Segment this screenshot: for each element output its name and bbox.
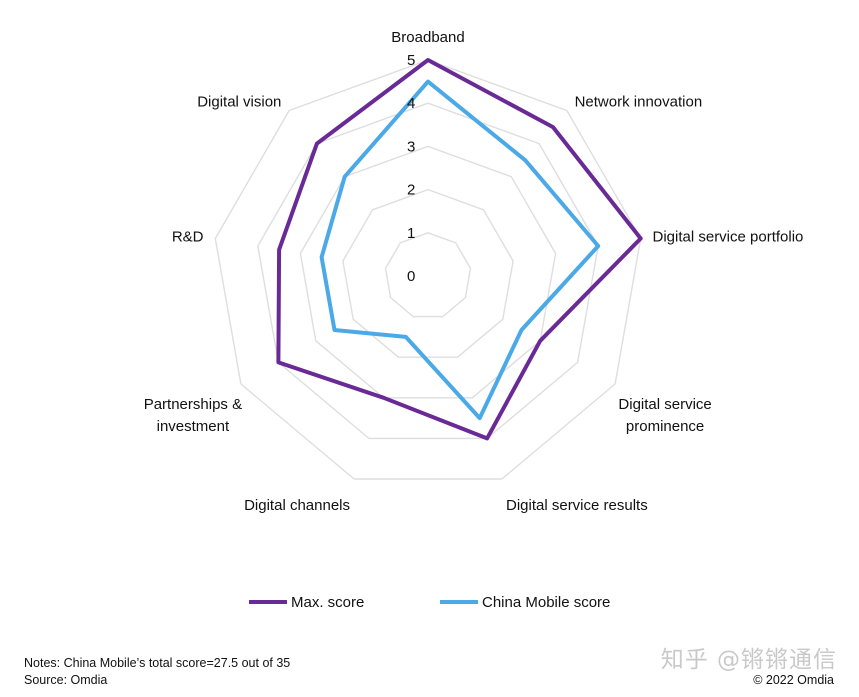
- grid-ring-4: [257, 102, 599, 440]
- grid-ring-3: [299, 145, 557, 399]
- category-label-partnerships-and-investment: Partnerships & investment: [144, 396, 242, 435]
- radar-series: [276, 58, 643, 441]
- chart-footnotes: Notes: China Mobile’s total score=27.5 o…: [24, 655, 290, 689]
- category-label-broadband: Broadband: [391, 29, 464, 46]
- watermark-text: 知乎 @锵锵通信: [660, 647, 837, 673]
- category-label-digital-vision: Digital vision: [197, 93, 281, 110]
- series-line-max-score: [276, 58, 643, 441]
- radar-grid: [214, 59, 642, 480]
- legend-item-max-score: Max. score: [249, 591, 364, 613]
- tick-label-4: 4: [407, 95, 415, 112]
- category-label-digital-service-portfolio: Digital service portfolio: [653, 228, 804, 245]
- tick-label-2: 2: [407, 182, 415, 199]
- source-text: Source: Omdia: [24, 673, 108, 687]
- tick-label-1: 1: [407, 225, 415, 242]
- tick-label-5: 5: [407, 52, 415, 69]
- legend-swatch-max-score: [249, 600, 287, 604]
- radar-category-labels: Broadband Network innovation Digital servi…: [144, 29, 804, 514]
- grid-ring-2: [342, 188, 514, 358]
- notes-text: Notes: China Mobile’s total score=27.5 o…: [24, 656, 291, 670]
- legend-label-max-score: Max. score: [291, 593, 365, 611]
- chart-legend: Max. score China Mobile score: [0, 591, 859, 613]
- grid-ring-5: [214, 59, 642, 480]
- tick-label-3: 3: [407, 138, 415, 155]
- series-line-china-mobile-score: [319, 79, 601, 421]
- tick-label-0: 0: [407, 268, 415, 285]
- category-label-randd: R&D: [172, 228, 204, 245]
- category-label-digital-service-prominence: Digital service prominence: [618, 396, 711, 435]
- legend-label-china-mobile-score: China Mobile score: [482, 593, 611, 611]
- copyright-text: © 2022 Omdia: [753, 673, 834, 687]
- legend-swatch-china-mobile-score: [440, 600, 478, 604]
- category-label-digital-service-results: Digital service results: [506, 497, 648, 514]
- radar-tick-labels: 0 1 2 3 4 5: [407, 52, 415, 285]
- legend-item-china-mobile-score: China Mobile score: [440, 591, 610, 613]
- category-label-digital-channels: Digital channels: [244, 497, 350, 514]
- category-label-network-innovation: Network innovation: [575, 93, 703, 110]
- grid-ring-1: [384, 232, 472, 318]
